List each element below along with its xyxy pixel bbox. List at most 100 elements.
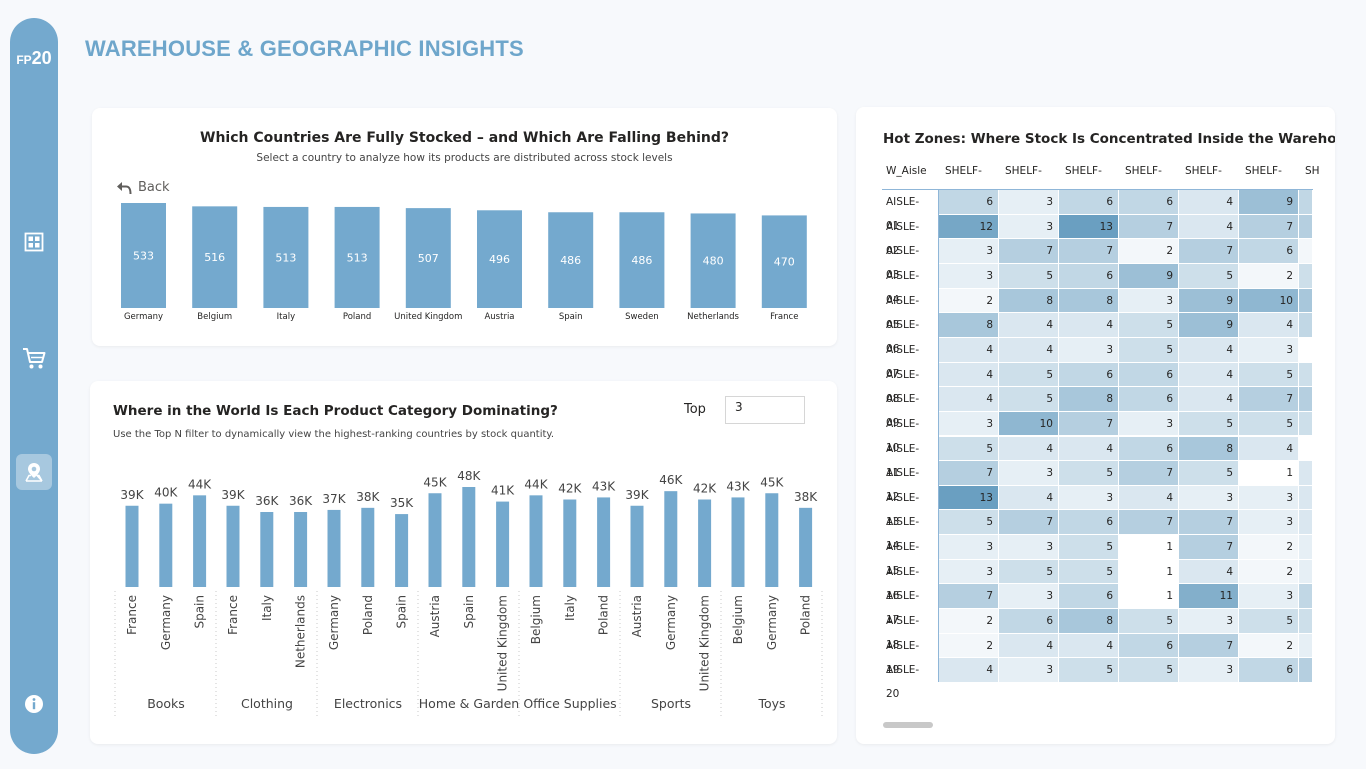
heatmap-cell[interactable]: 4: [999, 633, 1059, 659]
heatmap-cell-partial[interactable]: [1299, 510, 1313, 536]
heatmap-cell[interactable]: 4: [1179, 362, 1239, 388]
category-country-bar[interactable]: [563, 499, 577, 588]
heatmap-cell[interactable]: 7: [1179, 239, 1239, 264]
heatmap-cell[interactable]: 4: [1059, 436, 1119, 462]
heatmap-cell[interactable]: 5: [999, 387, 1059, 412]
topn-input[interactable]: 3: [725, 396, 805, 424]
heatmap-cell-partial[interactable]: [1299, 436, 1313, 462]
country-bar[interactable]: [548, 212, 594, 308]
heatmap-cell-partial[interactable]: [1299, 609, 1313, 634]
category-country-bar[interactable]: [529, 495, 543, 587]
heatmap-cell[interactable]: 3: [999, 190, 1059, 215]
heatmap-cell-partial[interactable]: [1299, 535, 1313, 560]
heatmap-cell[interactable]: 5: [1119, 609, 1179, 634]
heatmap-cell[interactable]: 13: [1059, 214, 1119, 240]
heatmap-cell[interactable]: 4: [999, 485, 1059, 511]
country-bar[interactable]: [619, 212, 665, 308]
nav-info-button[interactable]: [16, 686, 52, 722]
category-country-bar[interactable]: [226, 505, 240, 587]
heatmap-cell[interactable]: 1: [1119, 559, 1179, 585]
heatmap-cell[interactable]: 3: [1179, 609, 1239, 634]
heatmap-cell[interactable]: 8: [1179, 436, 1239, 462]
heatmap-cell[interactable]: 11: [1179, 584, 1239, 610]
heatmap-cell[interactable]: 6: [1059, 584, 1119, 610]
heatmap-cell[interactable]: 9: [1239, 190, 1299, 215]
heatmap-cell[interactable]: 7: [939, 461, 999, 486]
heatmap-cell[interactable]: 4: [999, 436, 1059, 462]
heatmap-cell-partial[interactable]: [1299, 214, 1313, 240]
heatmap-cell[interactable]: 7: [1239, 387, 1299, 412]
heatmap-cell[interactable]: 5: [1179, 263, 1239, 289]
category-country-bar[interactable]: [193, 495, 207, 587]
heatmap-cell[interactable]: 4: [1179, 214, 1239, 240]
heatmap-cell[interactable]: 4: [1119, 485, 1179, 511]
heatmap-cell[interactable]: 3: [939, 411, 999, 437]
category-country-bar[interactable]: [462, 487, 476, 587]
category-country-bar[interactable]: [294, 512, 308, 587]
heatmap-cell[interactable]: 1: [1119, 535, 1179, 560]
heatmap-cell[interactable]: 8: [1059, 288, 1119, 314]
heatmap-cell[interactable]: 3: [999, 658, 1059, 683]
category-country-bar[interactable]: [664, 491, 678, 587]
horizontal-scrollbar[interactable]: [883, 722, 933, 728]
heatmap-cell-partial[interactable]: [1299, 313, 1313, 338]
heatmap-cell[interactable]: 5: [1179, 461, 1239, 486]
heatmap-cell[interactable]: 4: [939, 658, 999, 683]
heatmap-cell[interactable]: 3: [999, 214, 1059, 240]
country-bar[interactable]: [690, 213, 736, 308]
heatmap-cell[interactable]: 7: [939, 584, 999, 610]
heatmap-cell[interactable]: 4: [1059, 633, 1119, 659]
heatmap-cell[interactable]: 7: [1239, 214, 1299, 240]
heatmap-cell[interactable]: 5: [1059, 658, 1119, 683]
heatmap-cell[interactable]: 2: [1119, 239, 1179, 264]
heatmap-cell[interactable]: 6: [1059, 190, 1119, 215]
category-country-bar[interactable]: [698, 499, 712, 588]
heatmap-cell[interactable]: 3: [999, 461, 1059, 486]
heatmap-cell-partial[interactable]: [1299, 411, 1313, 437]
heatmap-cell[interactable]: 5: [939, 510, 999, 536]
heatmap-cell[interactable]: 3: [1239, 584, 1299, 610]
heatmap-cell[interactable]: 9: [1119, 263, 1179, 289]
heatmap-cell[interactable]: 6: [999, 609, 1059, 634]
nav-products-button[interactable]: [16, 340, 52, 376]
heatmap-cell[interactable]: 6: [1119, 633, 1179, 659]
heatmap-cell[interactable]: 8: [999, 288, 1059, 314]
nav-geography-button[interactable]: [16, 454, 52, 490]
heatmap-cell[interactable]: 10: [1239, 288, 1299, 314]
heatmap-cell[interactable]: 6: [1059, 510, 1119, 536]
country-bar[interactable]: [192, 206, 238, 308]
heatmap-cell[interactable]: 5: [1059, 535, 1119, 560]
heatmap-cell-partial[interactable]: [1299, 485, 1313, 511]
category-country-bar[interactable]: [125, 505, 139, 587]
heatmap-cell[interactable]: 6: [1119, 436, 1179, 462]
category-country-bar[interactable]: [597, 497, 611, 587]
heatmap-cell[interactable]: 3: [999, 535, 1059, 560]
heatmap-cell[interactable]: 3: [1239, 337, 1299, 363]
heatmap-cell[interactable]: 5: [1239, 411, 1299, 437]
heatmap-cell[interactable]: 7: [1179, 535, 1239, 560]
heatmap-cell[interactable]: 2: [939, 633, 999, 659]
heatmap-cell[interactable]: 2: [939, 609, 999, 634]
heatmap-cell[interactable]: 4: [939, 387, 999, 412]
heatmap-cell[interactable]: 2: [1239, 633, 1299, 659]
heatmap-cell[interactable]: 5: [999, 362, 1059, 388]
heatmap-cell[interactable]: 5: [999, 559, 1059, 585]
heatmap-cell[interactable]: 3: [1119, 411, 1179, 437]
heatmap-cell[interactable]: 1: [1119, 584, 1179, 610]
back-button[interactable]: Back: [116, 180, 170, 195]
heatmap-cell[interactable]: 6: [1119, 190, 1179, 215]
heatmap-cell[interactable]: 3: [1119, 288, 1179, 314]
heatmap-cell[interactable]: 6: [1119, 362, 1179, 388]
heatmap-cell[interactable]: 12: [939, 214, 999, 240]
heatmap-cell[interactable]: 4: [1179, 387, 1239, 412]
heatmap-cell-partial[interactable]: [1299, 263, 1313, 289]
category-country-bar[interactable]: [799, 507, 813, 587]
category-country-bar[interactable]: [630, 505, 644, 587]
heatmap-cell[interactable]: 3: [939, 239, 999, 264]
heatmap-cell[interactable]: 7: [1119, 461, 1179, 486]
heatmap-cell[interactable]: 7: [1119, 214, 1179, 240]
heatmap-cell[interactable]: 3: [1239, 485, 1299, 511]
heatmap-cell[interactable]: 6: [1059, 362, 1119, 388]
heatmap-cell[interactable]: 4: [939, 337, 999, 363]
heatmap-cell[interactable]: 3: [999, 584, 1059, 610]
